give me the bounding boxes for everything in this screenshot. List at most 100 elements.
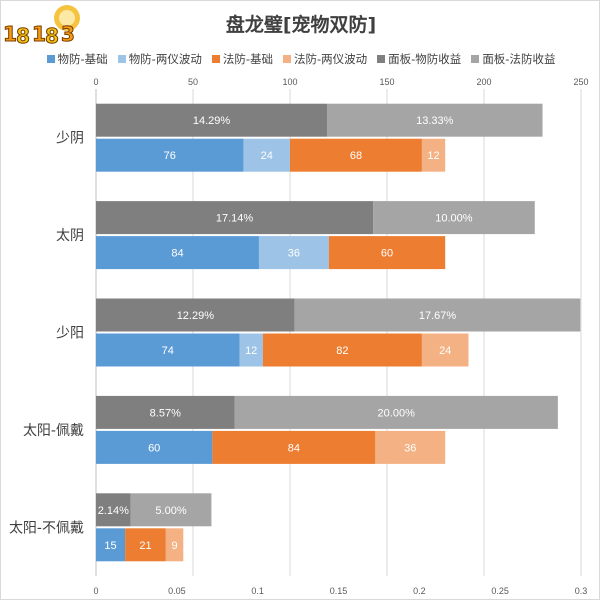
- top-axis-tick-label: 250: [573, 77, 588, 87]
- legend-swatch: [211, 55, 220, 63]
- bottom-axis-tick-label: 0.05: [168, 586, 186, 596]
- bottom-axis-tick-label: 0.3: [575, 586, 588, 596]
- svg-text:8: 8: [45, 24, 59, 47]
- legend-swatch: [283, 55, 291, 63]
- legend-item: 物防-两仪波动: [117, 51, 202, 67]
- bar-data-label: 5.00%: [155, 505, 186, 517]
- bar-segment: [328, 236, 446, 270]
- svg-text:1: 1: [32, 22, 46, 46]
- legend-label: 面板-物防收益: [388, 52, 462, 66]
- bar-data-label: 17.14%: [216, 213, 254, 225]
- bar-data-label: 24: [261, 150, 273, 162]
- legend-label: 物防-两仪波动: [128, 52, 202, 66]
- bar-segment: [96, 333, 240, 367]
- bar-data-label: 84: [171, 248, 183, 260]
- legend-label: 法防-基础: [222, 52, 273, 66]
- bottom-axis-tick-label: 0.25: [491, 586, 509, 596]
- legend-swatch: [377, 55, 386, 63]
- bar-segment: [96, 493, 131, 527]
- legend-item: 法防-两仪波动: [283, 51, 367, 67]
- bar-data-label: 13.33%: [416, 115, 454, 127]
- bar-data-label: 9: [172, 540, 178, 552]
- bar-data-label: 76: [164, 150, 176, 162]
- bar-data-label: 36: [288, 248, 300, 260]
- bar-data-label: 68: [350, 150, 362, 162]
- legend-label: 物防-基础: [57, 52, 108, 66]
- bar-segment: [290, 138, 422, 172]
- chart-legend: 物防-基础 物防-两仪波动 法防-基础 法防-两仪波动 面板-物防收益 面板-法防收益: [1, 51, 600, 67]
- bar-segment: [239, 333, 263, 367]
- bar-segment: [96, 430, 213, 464]
- svg-text:1: 1: [3, 22, 17, 46]
- bar-data-label: 20.00%: [378, 407, 416, 419]
- bar-data-label: 21: [139, 540, 151, 552]
- bar-segment: [375, 430, 446, 464]
- bar-data-label: 12: [427, 150, 439, 162]
- site-logo: 1 8 1 8 3: [3, 5, 80, 47]
- bar-segment: [243, 138, 290, 172]
- category-label: 太阳-佩戴: [23, 423, 84, 439]
- chart-title: 盘龙璧[宠物双防]: [225, 14, 377, 36]
- category-label: 太阴: [56, 228, 84, 244]
- bar-data-label: 36: [404, 442, 416, 454]
- bar-data-label: 17.67%: [419, 310, 457, 322]
- category-label: 太阳-不佩戴: [9, 520, 84, 536]
- legend-item: 物防-基础: [46, 51, 108, 67]
- bar-data-label: 14.29%: [193, 115, 231, 127]
- bar-segment: [373, 201, 535, 235]
- bar-segment: [96, 236, 259, 270]
- bar-data-label: 74: [162, 345, 174, 357]
- legend-item: 面板-物防收益: [377, 51, 461, 67]
- top-axis-tick-label: 0: [93, 77, 98, 87]
- bar-segment: [96, 298, 295, 332]
- bottom-axis-tick-label: 0.1: [251, 586, 264, 596]
- bottom-axis-tick-label: 0.2: [413, 586, 426, 596]
- bottom-axis-tick-label: 0: [93, 586, 98, 596]
- top-axis-tick-label: 50: [188, 77, 198, 87]
- legend-label: 面板-法防收益: [482, 52, 556, 66]
- bar-segment: [96, 201, 374, 235]
- svg-text:8: 8: [16, 24, 30, 47]
- bar-segment: [165, 528, 184, 562]
- bar-data-label: 82: [336, 345, 348, 357]
- bar-segment: [130, 493, 212, 527]
- bar-data-label: 12: [245, 345, 257, 357]
- bar-segment: [421, 138, 446, 172]
- top-axis-tick-label: 100: [282, 77, 297, 87]
- top-axis-tick-label: 150: [379, 77, 394, 87]
- bar-segment: [96, 395, 235, 429]
- bar-segment: [294, 298, 581, 332]
- bar-segment: [212, 430, 376, 464]
- bar-segment: [96, 528, 126, 562]
- bar-segment: [96, 103, 328, 137]
- category-label: 少阳: [56, 326, 84, 342]
- bar-segment: [258, 236, 329, 270]
- top-axis-tick-label: 200: [476, 77, 491, 87]
- bar-segment: [234, 395, 558, 429]
- legend-item: 法防-基础: [211, 51, 273, 67]
- bar-data-label: 24: [439, 345, 451, 357]
- bar-data-label: 60: [148, 442, 160, 454]
- legend-label: 法防-两仪波动: [294, 52, 368, 66]
- legend-swatch: [117, 55, 126, 63]
- bar-segment: [327, 103, 543, 137]
- bar-segment: [125, 528, 166, 562]
- category-label: 少阴: [56, 131, 84, 147]
- svg-text:3: 3: [61, 22, 75, 46]
- bar-data-label: 10.00%: [435, 213, 473, 225]
- bottom-axis-tick-label: 0.15: [330, 586, 348, 596]
- legend-swatch: [471, 55, 480, 63]
- bar-data-label: 84: [288, 442, 300, 454]
- legend-swatch: [46, 55, 55, 63]
- bar-segment: [96, 138, 244, 172]
- bar-segment: [421, 333, 469, 367]
- legend-item: 面板-法防收益: [471, 51, 555, 67]
- bar-data-label: 8.57%: [150, 407, 181, 419]
- bar-data-label: 12.29%: [177, 310, 215, 322]
- bar-data-label: 60: [381, 248, 393, 260]
- bar-data-label: 2.14%: [98, 505, 129, 517]
- bar-segment: [262, 333, 422, 367]
- bar-data-label: 15: [104, 540, 116, 552]
